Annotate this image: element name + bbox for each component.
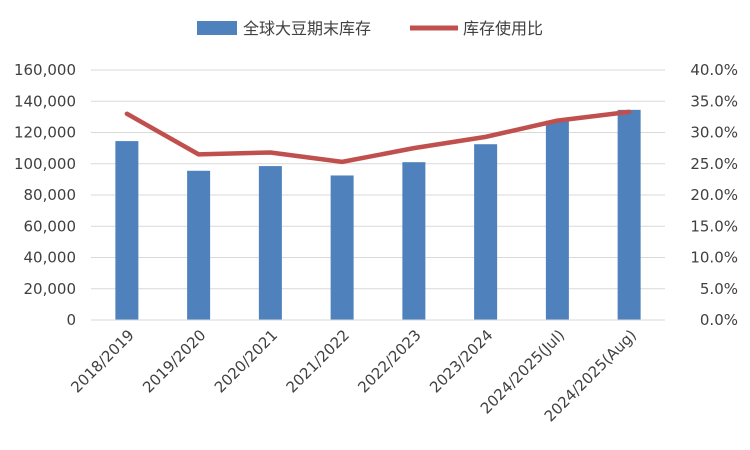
y-left-tick-label: 120,000 [14,124,76,142]
line-series [124,109,632,165]
bar [474,144,498,320]
gridlines [91,69,665,321]
y-left-tick-label: 160,000 [14,61,76,79]
bar [330,175,354,320]
bar [545,120,569,320]
x-tick-label: 2019/2020 [139,326,209,396]
bar [187,170,211,320]
left-axis: 0 20,000 40,000 60,000 80,000 100,000 120,000 1… [14,61,76,329]
y-right-tick-label: 10.0% [690,249,738,267]
x-tick-label: 2023/2024 [426,326,496,396]
y-left-tick-label: 100,000 [14,155,76,173]
y-left-tick-label: 40,000 [24,249,77,267]
bar-series [115,109,641,320]
legend: 全球大豆期末库存 库存使用比 [197,19,543,38]
bar [617,109,641,320]
y-left-tick-label: 0 [66,311,76,329]
bar [258,166,282,320]
legend-label-bar: 全球大豆期末库存 [243,19,371,38]
bar [115,141,139,320]
y-right-tick-label: 5.0% [700,280,738,298]
y-right-tick-label: 0.0% [700,311,738,329]
y-left-tick-label: 80,000 [24,186,77,204]
y-right-tick-label: 20.0% [690,186,738,204]
y-right-tick-label: 30.0% [690,124,738,142]
y-right-tick-label: 40.0% [690,61,738,79]
x-tick-label: 2018/2019 [67,326,137,396]
y-left-tick-label: 60,000 [24,217,77,235]
legend-label-line: 库存使用比 [463,19,543,38]
x-tick-label: 2022/2023 [354,326,424,396]
y-left-tick-label: 140,000 [14,92,76,110]
y-right-tick-label: 25.0% [690,155,738,173]
y-right-tick-label: 15.0% [690,217,738,235]
y-right-tick-label: 35.0% [690,92,738,110]
bar [402,162,426,320]
right-axis: 0.0% 5.0% 10.0% 15.0% 20.0% 25.0% 30.0% 35.0% 40… [690,61,738,329]
x-axis: 2018/2019 2019/2020 2020/2021 2021/2022 2022… [67,319,665,425]
legend-swatch-bar [197,21,237,35]
y-left-tick-label: 20,000 [24,280,77,298]
x-tick-label: 2020/2021 [211,326,281,396]
ratio-line [124,109,632,165]
x-tick-label: 2021/2022 [283,326,353,396]
